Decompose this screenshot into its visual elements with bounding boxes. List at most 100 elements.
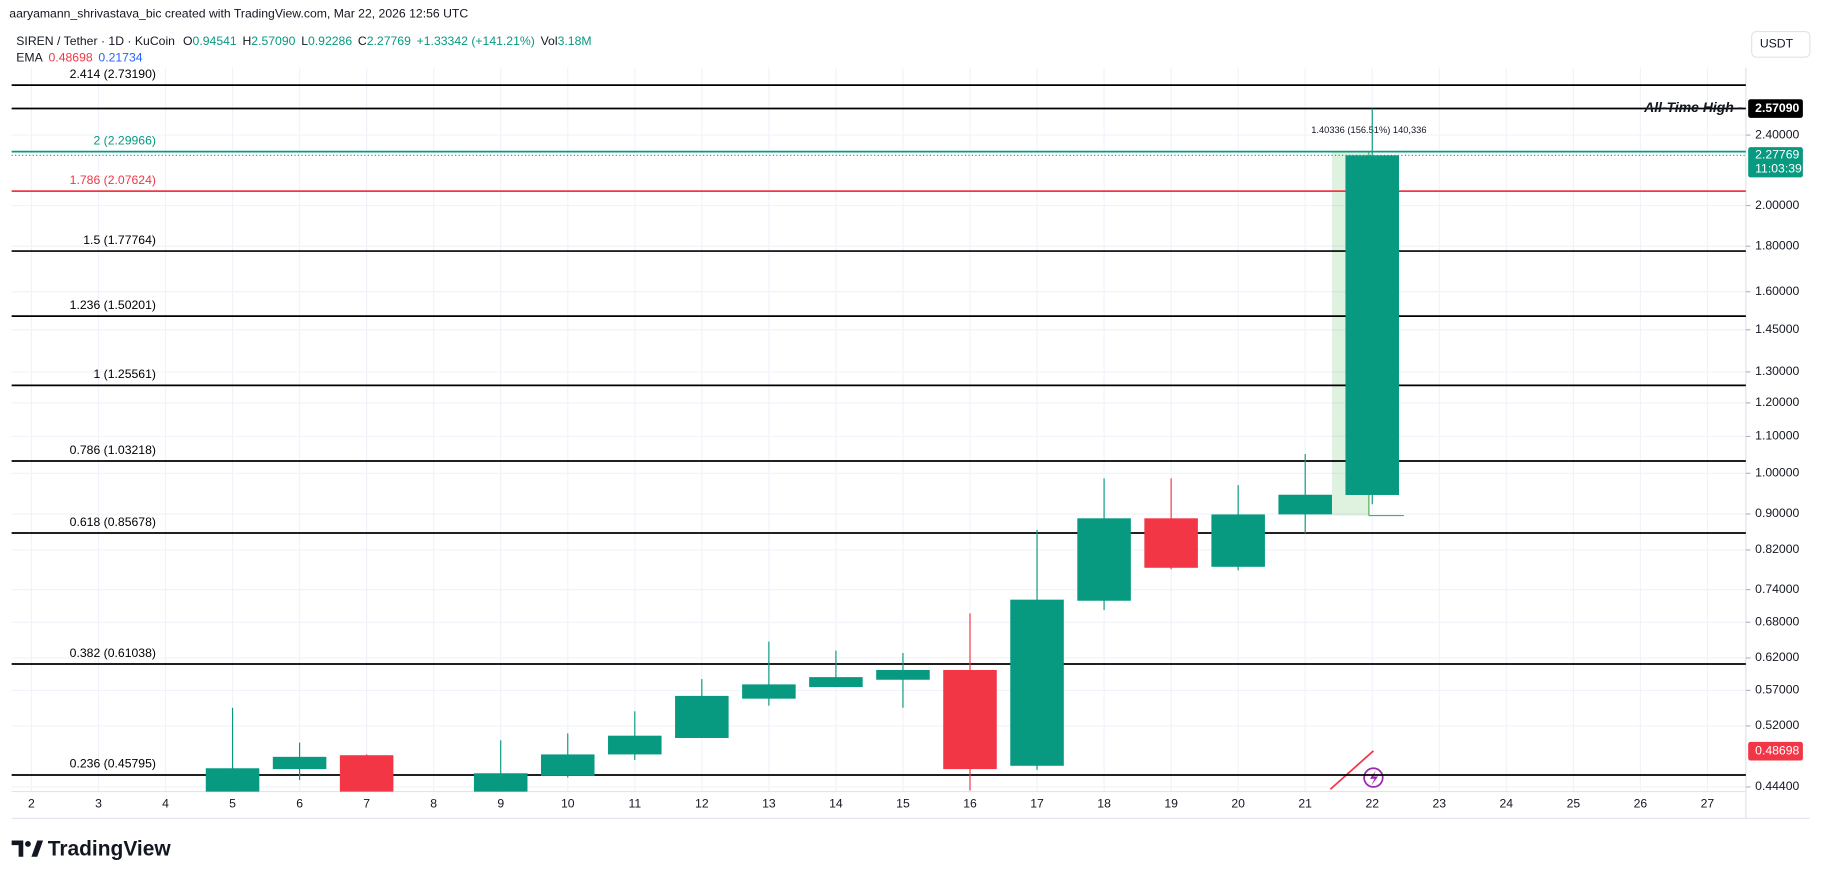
y-tick-label: 1.45000 xyxy=(1755,322,1799,336)
fib-label: 0.618 (0.85678) xyxy=(70,515,156,529)
ohlc-key: L xyxy=(301,34,308,48)
ema-tag-label: 0.48698 xyxy=(1755,743,1799,757)
x-tick-label: 15 xyxy=(896,797,910,811)
x-tick-label: 26 xyxy=(1634,797,1648,811)
x-tick-label: 23 xyxy=(1432,797,1446,811)
x-tick-label: 27 xyxy=(1701,797,1715,811)
x-tick-label: 5 xyxy=(229,797,236,811)
fib-label: 0.786 (1.03218) xyxy=(70,443,156,457)
logo-mark xyxy=(11,840,24,857)
ema-tag xyxy=(1748,741,1803,761)
y-tick-label: 0.90000 xyxy=(1755,506,1799,520)
ema-value: 0.48698 xyxy=(49,51,93,65)
y-tick-label: 2.40000 xyxy=(1755,127,1799,141)
brand: TradingView xyxy=(48,837,172,860)
symbol: SIREN / Tether · 1D · KuCoin xyxy=(16,34,175,48)
fib-label: 2.414 (2.73190) xyxy=(70,67,156,81)
y-tick-label: 1.20000 xyxy=(1755,395,1799,409)
candle-body xyxy=(742,684,796,699)
grid xyxy=(11,67,1746,792)
fib-label: 0.382 (0.61038) xyxy=(70,646,156,660)
candle-body xyxy=(473,773,528,792)
logo-mark xyxy=(31,840,44,857)
fib-label: 1 (1.25561) xyxy=(93,367,156,381)
fib-label: 1.786 (2.07624) xyxy=(70,173,156,187)
attribution: aaryamann_shrivastava_bic created with T… xyxy=(9,6,468,20)
ohlc-value: 0.92286 xyxy=(308,34,352,48)
x-tick-label: 20 xyxy=(1231,797,1245,811)
x-tick-label: 25 xyxy=(1567,797,1581,811)
y-tick-label: 1.30000 xyxy=(1755,364,1799,378)
y-tick-label: 0.52000 xyxy=(1755,718,1799,732)
event-bolt xyxy=(1369,770,1379,786)
y-tick-label: 1.80000 xyxy=(1755,238,1799,252)
x-tick-label: 24 xyxy=(1500,797,1514,811)
candle-body xyxy=(272,756,327,770)
ohlc-key: O xyxy=(183,34,193,48)
ema-key: EMA xyxy=(16,51,43,65)
y-tick-label: 0.82000 xyxy=(1755,542,1799,556)
fib-label: 0.236 (0.45795) xyxy=(70,757,156,771)
x-tick-label: 18 xyxy=(1097,797,1111,811)
y-tick-label: 0.68000 xyxy=(1755,615,1799,629)
x-tick-label: 11 xyxy=(628,797,641,811)
x-tick-label: 10 xyxy=(561,797,575,811)
x-tick-label: 12 xyxy=(695,797,709,811)
candle-body xyxy=(675,695,729,738)
y-tick-label: 1.10000 xyxy=(1755,429,1799,443)
countdown: 11:03:39 xyxy=(1755,162,1802,176)
y-tick-label: 0.44400 xyxy=(1755,779,1799,793)
x-tick-label: 2 xyxy=(28,797,35,811)
logo: TradingView xyxy=(11,837,172,860)
legend-ohlc: SIREN / Tether · 1D · KuCoin O0.94541 H2… xyxy=(16,34,591,48)
x-tick-label: 13 xyxy=(762,797,776,811)
x-tick-label: 4 xyxy=(162,797,169,811)
x-tick-label: 6 xyxy=(296,797,303,811)
volume-value: 3.18M xyxy=(558,34,592,48)
ohlc-value: 2.57090 xyxy=(251,34,295,48)
currency-button[interactable] xyxy=(1751,30,1811,58)
ohlc-value: 0.94541 xyxy=(193,34,237,48)
last-price-tag xyxy=(1748,147,1803,178)
x-tick-label: 3 xyxy=(95,797,102,811)
ath-label: All-Time High - xyxy=(1643,99,1743,115)
candle-body xyxy=(809,677,863,688)
candle-body xyxy=(1144,518,1198,568)
legend-ema: EMA 0.48698 0.21734 xyxy=(16,51,142,65)
last-price-label: 2.27769 xyxy=(1755,148,1799,162)
ath-tag-label: 2.57090 xyxy=(1755,101,1799,115)
measure-label: 1.40336 (156.51%) 140,336 xyxy=(1311,125,1426,135)
candle-body xyxy=(540,754,595,776)
logo-mark xyxy=(25,841,31,847)
y-tick-label: 1.60000 xyxy=(1755,284,1799,298)
candle-body xyxy=(608,735,662,755)
y-tick-label: 0.74000 xyxy=(1755,582,1799,596)
candle-body xyxy=(876,669,930,680)
y-tick-label: 0.57000 xyxy=(1755,683,1799,697)
currency[interactable]: USDT xyxy=(1760,37,1794,51)
fib-label: 1.236 (1.50201) xyxy=(70,298,156,312)
ohlc-value: 2.27769 xyxy=(367,34,411,48)
candle-body xyxy=(1077,518,1131,601)
drawing-line xyxy=(1329,750,1374,790)
candle-body xyxy=(339,755,394,792)
fib-label: 1.5 (1.77764) xyxy=(83,233,156,247)
x-tick-label: 9 xyxy=(497,797,504,811)
candles xyxy=(205,108,1400,792)
fib-label: 2 (2.29966) xyxy=(93,133,156,147)
y-tick-label: 1.00000 xyxy=(1755,466,1799,480)
x-tick-label: 17 xyxy=(1030,797,1044,811)
x-tick-label: 21 xyxy=(1298,797,1312,811)
x-tick-label: 14 xyxy=(829,797,843,811)
x-tick-label: 19 xyxy=(1164,797,1178,811)
candle-body xyxy=(943,669,997,770)
candle-body xyxy=(205,768,260,792)
candle-body xyxy=(1278,494,1332,515)
x-tick-label: 22 xyxy=(1365,797,1379,811)
candle-body xyxy=(1345,155,1400,495)
y-tick-label: 2.00000 xyxy=(1755,198,1799,212)
x-tick-label: 7 xyxy=(363,797,370,811)
candle-body xyxy=(1211,514,1265,567)
